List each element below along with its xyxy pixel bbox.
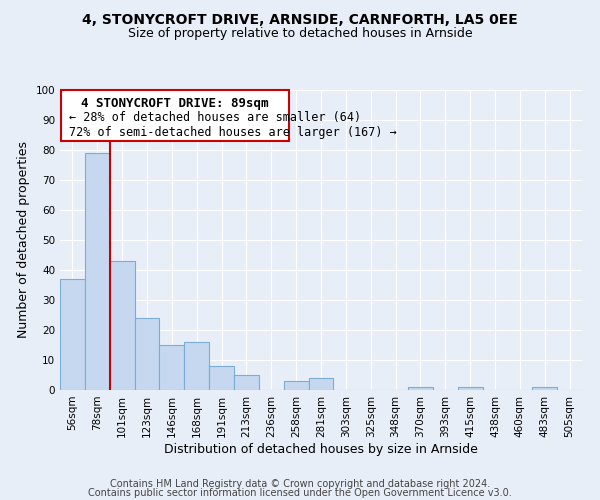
Text: 4, STONYCROFT DRIVE, ARNSIDE, CARNFORTH, LA5 0EE: 4, STONYCROFT DRIVE, ARNSIDE, CARNFORTH,…: [82, 12, 518, 26]
Text: 72% of semi-detached houses are larger (167) →: 72% of semi-detached houses are larger (…: [69, 126, 397, 139]
Y-axis label: Number of detached properties: Number of detached properties: [17, 142, 30, 338]
Text: Contains HM Land Registry data © Crown copyright and database right 2024.: Contains HM Land Registry data © Crown c…: [110, 479, 490, 489]
Bar: [532, 387, 557, 390]
Text: ← 28% of detached houses are smaller (64): ← 28% of detached houses are smaller (64…: [69, 111, 361, 124]
Text: Contains public sector information licensed under the Open Government Licence v3: Contains public sector information licen…: [88, 488, 512, 498]
Bar: [209, 366, 234, 390]
Bar: [160, 345, 184, 390]
Bar: [284, 381, 308, 390]
X-axis label: Distribution of detached houses by size in Arnside: Distribution of detached houses by size …: [164, 442, 478, 456]
Bar: [184, 342, 209, 390]
Bar: [308, 378, 334, 390]
Bar: [85, 153, 110, 390]
Bar: [458, 387, 482, 390]
Text: Size of property relative to detached houses in Arnside: Size of property relative to detached ho…: [128, 28, 472, 40]
Bar: [234, 375, 259, 390]
Bar: [134, 318, 160, 390]
Text: 4 STONYCROFT DRIVE: 89sqm: 4 STONYCROFT DRIVE: 89sqm: [81, 98, 269, 110]
FancyBboxPatch shape: [61, 90, 289, 141]
Bar: [110, 261, 134, 390]
Bar: [408, 387, 433, 390]
Bar: [60, 279, 85, 390]
